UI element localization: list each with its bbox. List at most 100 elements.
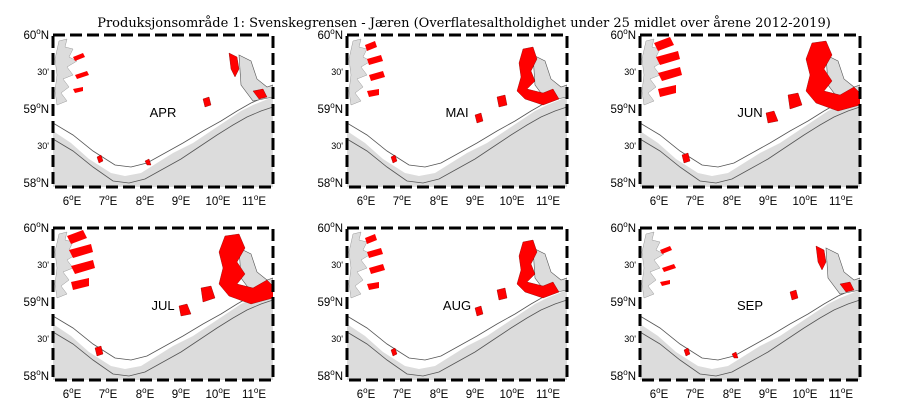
lat-tick-label: 30' bbox=[37, 260, 49, 270]
low-salinity-area bbox=[474, 305, 484, 317]
low-salinity-area bbox=[367, 55, 383, 65]
lon-tick-label: 11oE bbox=[242, 193, 266, 208]
land-area bbox=[347, 290, 567, 380]
low-salinity-area bbox=[365, 41, 377, 51]
map-frame bbox=[345, 33, 569, 189]
low-salinity-area bbox=[658, 67, 682, 81]
low-salinity-area bbox=[94, 345, 104, 357]
lon-tick-label: 11oE bbox=[536, 193, 560, 208]
west-coast-islands bbox=[641, 231, 665, 299]
low-salinity-area bbox=[67, 230, 87, 244]
low-salinity-area bbox=[144, 158, 152, 166]
lon-tick-label: 8oE bbox=[136, 386, 155, 401]
map-frame bbox=[345, 226, 569, 382]
map-panel-aug: AUG 6oE 7oE 8oE 9oE 10oE 11oE 60oN 30' 59oN 30' 58o… bbox=[317, 220, 569, 401]
lat-tick-label: 59oN bbox=[610, 101, 636, 116]
oslofjord-land bbox=[532, 247, 567, 295]
lon-tick-label: 11oE bbox=[829, 386, 853, 401]
oslofjord-land bbox=[238, 54, 273, 102]
coastline-outer bbox=[53, 92, 273, 168]
coastline-inner bbox=[53, 106, 273, 184]
low-salinity-area bbox=[390, 347, 398, 357]
low-salinity-area bbox=[765, 110, 779, 124]
low-salinity-area bbox=[789, 289, 799, 301]
lat-tick-label: 30' bbox=[624, 334, 636, 344]
map-panel-jul: JUL 6oE 7oE 8oE 9oE 10oE 11oE 60oN 30' 59oN 30' 58o… bbox=[23, 220, 275, 401]
lon-tick-label: 6oE bbox=[357, 193, 376, 208]
lon-tick-label: 9oE bbox=[466, 193, 485, 208]
month-label: APR bbox=[150, 105, 177, 120]
map-panel-apr: APR 6oE 7oE 8oE 9oE 10oE 11oE 60oN 30' 59oN 30' 58o… bbox=[23, 27, 275, 208]
lon-tick-label: 9oE bbox=[759, 193, 778, 208]
low-salinity-area bbox=[228, 52, 240, 78]
lat-tick-label: 30' bbox=[331, 141, 343, 151]
low-salinity-area bbox=[496, 287, 508, 301]
low-salinity-area bbox=[839, 281, 855, 293]
west-coast-islands bbox=[54, 38, 78, 106]
lat-tick-label: 60oN bbox=[317, 220, 343, 235]
low-salinity-area bbox=[815, 245, 827, 271]
oslofjord-land bbox=[532, 54, 567, 102]
low-salinity-area bbox=[731, 351, 739, 359]
low-salinity-area bbox=[369, 71, 385, 81]
lat-tick-label: 59oN bbox=[23, 294, 49, 309]
lon-tick-label: 8oE bbox=[430, 193, 449, 208]
lon-tick-label: 11oE bbox=[829, 193, 853, 208]
lon-tick-label: 9oE bbox=[172, 386, 191, 401]
month-label: MAI bbox=[445, 105, 468, 120]
lon-tick-label: 9oE bbox=[466, 386, 485, 401]
low-salinity-area bbox=[660, 246, 672, 254]
land-area bbox=[640, 97, 860, 187]
month-label: JUL bbox=[151, 298, 174, 313]
lat-tick-label: 60oN bbox=[610, 27, 636, 42]
lat-tick-label: 60oN bbox=[23, 27, 49, 42]
low-salinity-area bbox=[365, 234, 377, 244]
lat-tick-label: 58oN bbox=[317, 175, 343, 190]
lat-tick-label: 59oN bbox=[610, 294, 636, 309]
lon-tick-label: 11oE bbox=[242, 386, 266, 401]
low-salinity-area bbox=[71, 278, 89, 290]
lon-tick-label: 11oE bbox=[536, 386, 560, 401]
low-salinity-area bbox=[654, 37, 674, 51]
lon-tick-label: 7oE bbox=[393, 193, 412, 208]
coastline-inner bbox=[347, 299, 567, 377]
lon-tick-label: 10oE bbox=[500, 386, 525, 401]
lon-tick-label: 6oE bbox=[63, 193, 82, 208]
low-salinity-area bbox=[369, 264, 385, 274]
lat-tick-label: 60oN bbox=[610, 220, 636, 235]
lat-tick-label: 58oN bbox=[23, 175, 49, 190]
lon-tick-label: 7oE bbox=[686, 386, 705, 401]
map-frame bbox=[51, 33, 275, 189]
lon-tick-label: 10oE bbox=[793, 193, 818, 208]
lat-tick-label: 30' bbox=[331, 67, 343, 77]
low-salinity-area bbox=[681, 152, 691, 164]
coastline-inner bbox=[640, 299, 860, 377]
figure-title: Produksjonsområde 1: Svenskegrensen - Jæ… bbox=[97, 15, 831, 31]
lat-tick-label: 30' bbox=[624, 67, 636, 77]
lat-tick-label: 58oN bbox=[317, 368, 343, 383]
coastline-outer bbox=[640, 285, 860, 361]
lon-tick-label: 9oE bbox=[172, 193, 191, 208]
lat-tick-label: 58oN bbox=[610, 368, 636, 383]
lat-tick-label: 30' bbox=[331, 260, 343, 270]
coastline-inner bbox=[53, 299, 273, 377]
low-salinity-area bbox=[202, 96, 212, 108]
low-salinity-area bbox=[516, 46, 560, 106]
west-coast-islands bbox=[348, 38, 372, 106]
lon-tick-label: 7oE bbox=[99, 193, 118, 208]
low-salinity-area bbox=[252, 88, 268, 100]
lon-tick-label: 8oE bbox=[723, 193, 742, 208]
lon-tick-label: 7oE bbox=[393, 386, 412, 401]
low-salinity-area bbox=[516, 239, 560, 299]
lat-tick-label: 59oN bbox=[317, 101, 343, 116]
lat-tick-label: 30' bbox=[37, 141, 49, 151]
month-label: SEP bbox=[737, 298, 763, 313]
low-salinity-area bbox=[367, 89, 379, 97]
lon-tick-label: 9oE bbox=[759, 386, 778, 401]
low-salinity-area bbox=[496, 94, 508, 108]
low-salinity-area bbox=[367, 248, 383, 258]
lat-tick-label: 30' bbox=[624, 141, 636, 151]
lon-tick-label: 7oE bbox=[99, 386, 118, 401]
lon-tick-label: 7oE bbox=[686, 193, 705, 208]
